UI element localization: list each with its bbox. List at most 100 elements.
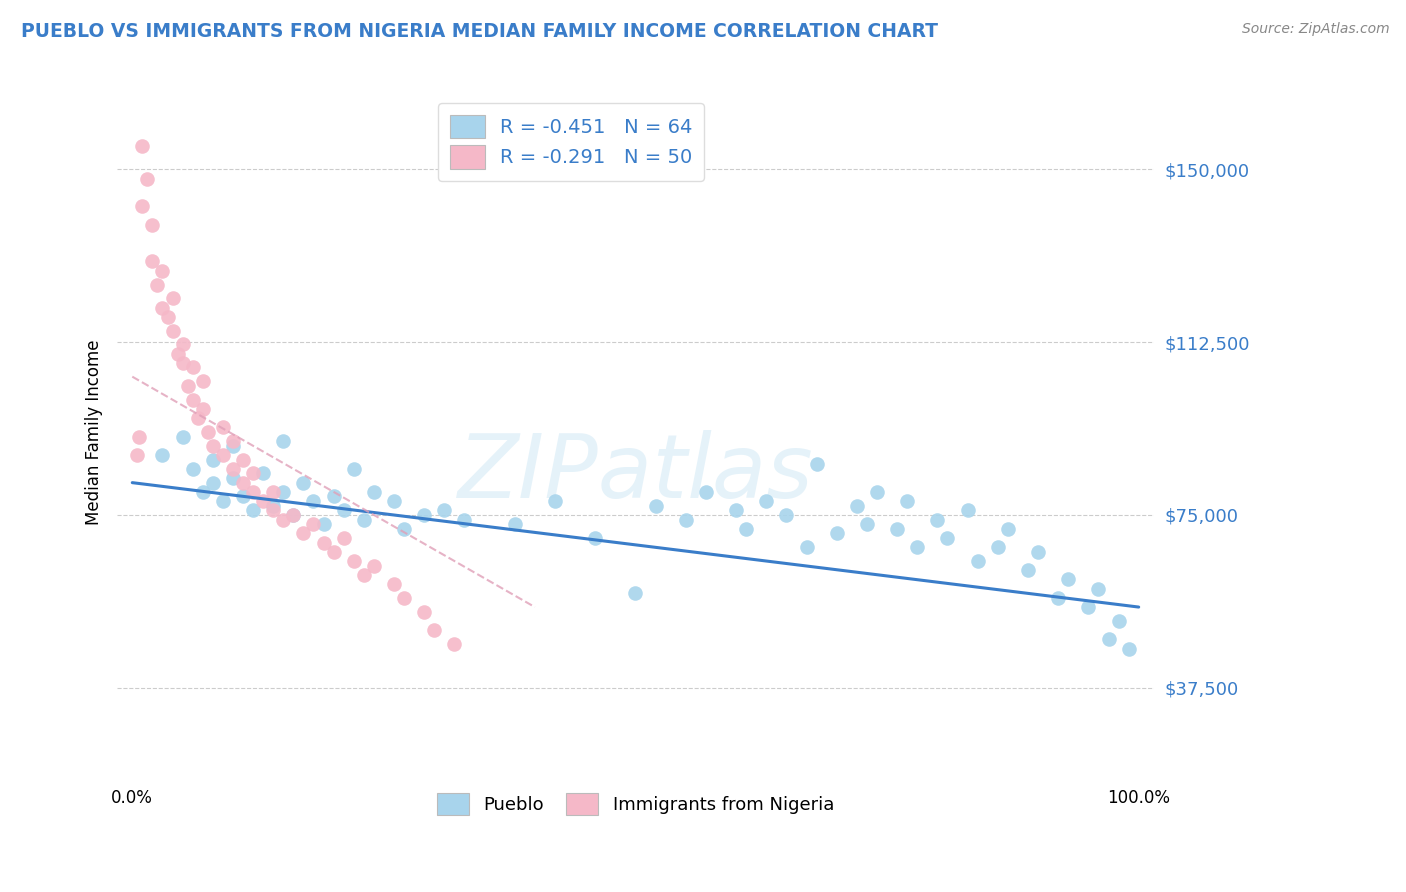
Point bbox=[1097, 632, 1119, 647]
Point bbox=[806, 457, 828, 471]
Point bbox=[162, 324, 184, 338]
Point bbox=[222, 434, 245, 449]
Point bbox=[735, 522, 758, 536]
Point bbox=[141, 218, 163, 232]
Point bbox=[956, 503, 979, 517]
Point bbox=[232, 452, 254, 467]
Point bbox=[292, 475, 315, 490]
Point bbox=[197, 425, 219, 439]
Point bbox=[624, 586, 647, 600]
Point bbox=[866, 484, 889, 499]
Point bbox=[283, 508, 305, 522]
Point bbox=[343, 554, 366, 568]
Point bbox=[322, 545, 344, 559]
Point bbox=[796, 540, 818, 554]
Point bbox=[423, 623, 446, 637]
Point bbox=[382, 494, 405, 508]
Point bbox=[322, 490, 344, 504]
Point bbox=[503, 517, 526, 532]
Point bbox=[343, 462, 366, 476]
Point bbox=[127, 448, 149, 462]
Point bbox=[856, 517, 879, 532]
Point bbox=[927, 512, 949, 526]
Point bbox=[1047, 591, 1070, 605]
Point bbox=[353, 512, 375, 526]
Point bbox=[292, 526, 315, 541]
Point bbox=[1057, 573, 1080, 587]
Point bbox=[392, 591, 415, 605]
Point bbox=[433, 503, 456, 517]
Point bbox=[191, 374, 214, 388]
Point bbox=[845, 499, 868, 513]
Point bbox=[172, 337, 194, 351]
Point bbox=[131, 139, 153, 153]
Point bbox=[997, 522, 1019, 536]
Point bbox=[886, 522, 908, 536]
Point bbox=[302, 494, 325, 508]
Point bbox=[152, 263, 174, 277]
Point bbox=[1118, 641, 1140, 656]
Point bbox=[146, 277, 169, 292]
Point bbox=[382, 577, 405, 591]
Point bbox=[212, 494, 235, 508]
Point bbox=[896, 494, 918, 508]
Text: Source: ZipAtlas.com: Source: ZipAtlas.com bbox=[1241, 22, 1389, 37]
Point bbox=[176, 379, 198, 393]
Point bbox=[775, 508, 797, 522]
Point bbox=[1077, 600, 1099, 615]
Point bbox=[312, 535, 335, 549]
Point bbox=[252, 494, 274, 508]
Point bbox=[271, 484, 294, 499]
Point bbox=[453, 512, 475, 526]
Point bbox=[755, 494, 778, 508]
Point bbox=[312, 517, 335, 532]
Point bbox=[166, 346, 188, 360]
Point bbox=[675, 512, 697, 526]
Point bbox=[141, 254, 163, 268]
Point bbox=[695, 484, 717, 499]
Point bbox=[262, 503, 284, 517]
Point bbox=[262, 499, 284, 513]
Point bbox=[136, 171, 159, 186]
Point bbox=[392, 522, 415, 536]
Point bbox=[191, 401, 214, 416]
Point bbox=[825, 526, 848, 541]
Point bbox=[1087, 582, 1109, 596]
Point bbox=[222, 439, 245, 453]
Point bbox=[242, 467, 264, 481]
Point bbox=[725, 503, 748, 517]
Point bbox=[222, 471, 245, 485]
Point bbox=[201, 475, 224, 490]
Point bbox=[332, 531, 354, 545]
Point bbox=[232, 490, 254, 504]
Point bbox=[262, 484, 284, 499]
Point bbox=[271, 434, 294, 449]
Point bbox=[987, 540, 1010, 554]
Point bbox=[172, 429, 194, 443]
Point bbox=[201, 452, 224, 467]
Point bbox=[191, 484, 214, 499]
Point bbox=[363, 484, 385, 499]
Point bbox=[271, 512, 294, 526]
Point bbox=[443, 637, 465, 651]
Point bbox=[353, 567, 375, 582]
Point bbox=[156, 310, 179, 324]
Point bbox=[1026, 545, 1049, 559]
Point bbox=[187, 411, 209, 425]
Point bbox=[242, 484, 264, 499]
Point bbox=[212, 448, 235, 462]
Point bbox=[644, 499, 666, 513]
Point bbox=[152, 448, 174, 462]
Point bbox=[1017, 563, 1039, 577]
Point bbox=[181, 462, 204, 476]
Point bbox=[413, 605, 436, 619]
Point bbox=[283, 508, 305, 522]
Text: PUEBLO VS IMMIGRANTS FROM NIGERIA MEDIAN FAMILY INCOME CORRELATION CHART: PUEBLO VS IMMIGRANTS FROM NIGERIA MEDIAN… bbox=[21, 22, 938, 41]
Point bbox=[181, 360, 204, 375]
Y-axis label: Median Family Income: Median Family Income bbox=[86, 339, 103, 524]
Point bbox=[162, 291, 184, 305]
Point bbox=[413, 508, 436, 522]
Point bbox=[212, 420, 235, 434]
Point bbox=[181, 392, 204, 407]
Point bbox=[242, 503, 264, 517]
